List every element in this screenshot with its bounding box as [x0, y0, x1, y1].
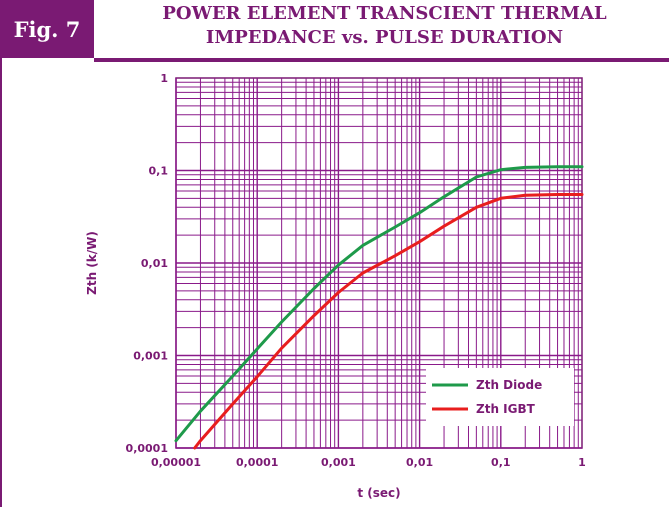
chart-title: POWER ELEMENT TRANSCIENT THERMAL IMPEDAN…: [100, 2, 669, 50]
legend-box: [426, 368, 574, 426]
title-divider: [94, 58, 669, 62]
series-line-igbt: [193, 193, 584, 450]
grid-lines: [175, 78, 582, 449]
x-axis-label: t (sec): [357, 486, 400, 500]
tick-labels: 0,00001 0,0001 0,001 0,01 0,1 10,00010,0010,0…: [126, 72, 586, 469]
legend: Zth Diode Zth IGBT: [432, 378, 542, 416]
chart-title-line-2: IMPEDANCE vs. PULSE DURATION: [205, 27, 564, 48]
x-tick-label: 0,1: [491, 456, 511, 469]
left-border: [0, 58, 2, 507]
y-tick-label: 0,001: [133, 350, 168, 363]
series-line-diode: [174, 165, 584, 443]
chart-title-line-1: POWER ELEMENT TRANSCIENT THERMAL: [162, 3, 607, 24]
x-tick-label: 0,001: [321, 456, 356, 469]
x-tick-label: 0,0001: [236, 456, 278, 469]
x-tick-label: 1: [578, 456, 586, 469]
x-tick-label: 0,00001: [151, 456, 201, 469]
legend-label-igbt: Zth IGBT: [476, 402, 536, 416]
figure-badge: Fig. 7: [0, 0, 94, 58]
y-tick-label: 0,01: [141, 257, 168, 270]
y-axis-label: Zth (k/W): [85, 231, 99, 295]
legend-label-diode: Zth Diode: [476, 378, 542, 392]
y-tick-label: 0,0001: [126, 442, 168, 455]
y-tick-label: 1: [160, 72, 168, 85]
series-layer: [174, 165, 584, 450]
y-tick-label: 0,1: [149, 165, 169, 178]
x-tick-label: 0,01: [406, 456, 433, 469]
